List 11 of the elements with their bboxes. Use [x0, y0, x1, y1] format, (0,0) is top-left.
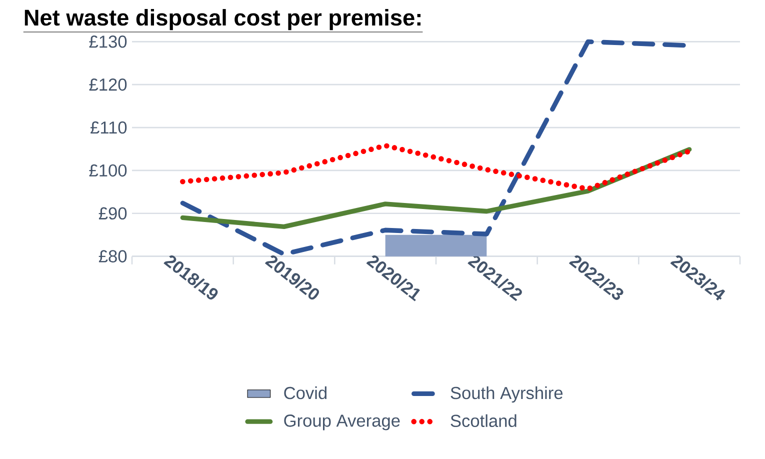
- y-tick-label: £110: [90, 121, 127, 134]
- legend-label: Scotland: [450, 414, 516, 428]
- y-tick-label: £90: [98, 207, 127, 220]
- legend-label: Group Average: [284, 414, 400, 430]
- legend-label: Covid: [284, 386, 326, 400]
- y-tick-label: £120: [89, 78, 127, 91]
- y-tick-label: £100: [89, 164, 127, 177]
- y-tick-label: £130: [89, 36, 127, 48]
- y-tick-label: £80: [98, 250, 127, 262]
- legend-label: South Ayrshire: [450, 386, 563, 403]
- chart-title: Net waste disposal cost per premise:: [24, 9, 420, 30]
